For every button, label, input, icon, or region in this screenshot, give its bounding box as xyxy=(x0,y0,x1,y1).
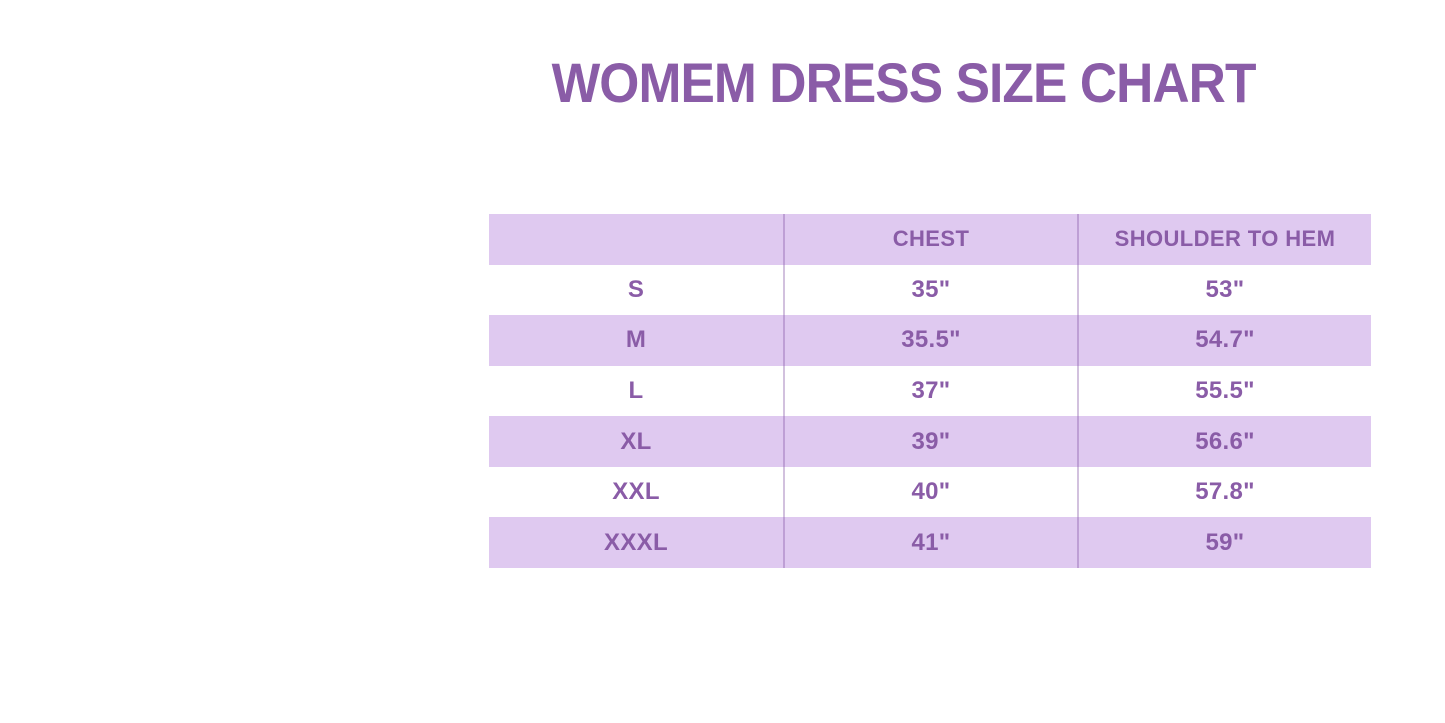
table-row-m: M 35.5" 54.7" xyxy=(489,315,1371,366)
dress-size-table: CHEST SHOULDER TO HEM S 35" 53" M 35.5" … xyxy=(489,214,1371,568)
header-cell-size xyxy=(489,214,783,265)
shoulder-to-hem-value: 54.7" xyxy=(1077,315,1371,366)
shoulder-to-hem-value: 59" xyxy=(1077,517,1371,568)
chest-value: 41" xyxy=(783,517,1077,568)
chest-value: 40" xyxy=(783,466,1077,518)
size-label: L xyxy=(628,376,644,404)
size-label: M xyxy=(625,326,647,354)
chest-value: 37" xyxy=(783,365,1077,417)
header-cell-shoulder-to-hem: SHOULDER TO HEM xyxy=(1077,214,1371,265)
size-label: XL xyxy=(620,427,652,455)
shoulder-to-hem-value: 53" xyxy=(1077,264,1371,316)
table-row-xxl: XXL 40" 57.8" xyxy=(489,466,1371,518)
title-container: WOMEM DRESS SIZE CHART xyxy=(363,52,1445,114)
size-label: S xyxy=(627,275,645,303)
size-label: XXXL xyxy=(604,528,668,556)
page-title: WOMEM DRESS SIZE CHART xyxy=(552,51,1257,114)
header-cell-chest: CHEST xyxy=(783,214,1077,265)
table-row-xl: XL 39" 56.6" xyxy=(489,416,1371,467)
shoulder-to-hem-value: 56.6" xyxy=(1077,416,1371,467)
table-row-l: L 37" 55.5" xyxy=(489,365,1371,417)
size-label: XXL xyxy=(612,478,660,506)
chest-value: 35" xyxy=(783,264,1077,316)
table-row-s: S 35" 53" xyxy=(489,264,1371,316)
table-row-xxxl: XXXL 41" 59" xyxy=(489,517,1371,568)
shoulder-to-hem-value: 57.8" xyxy=(1077,466,1371,518)
shoulder-to-hem-value: 55.5" xyxy=(1077,365,1371,417)
chest-value: 39" xyxy=(783,416,1077,467)
table-header-row: CHEST SHOULDER TO HEM xyxy=(489,214,1371,265)
chest-value: 35.5" xyxy=(783,315,1077,366)
